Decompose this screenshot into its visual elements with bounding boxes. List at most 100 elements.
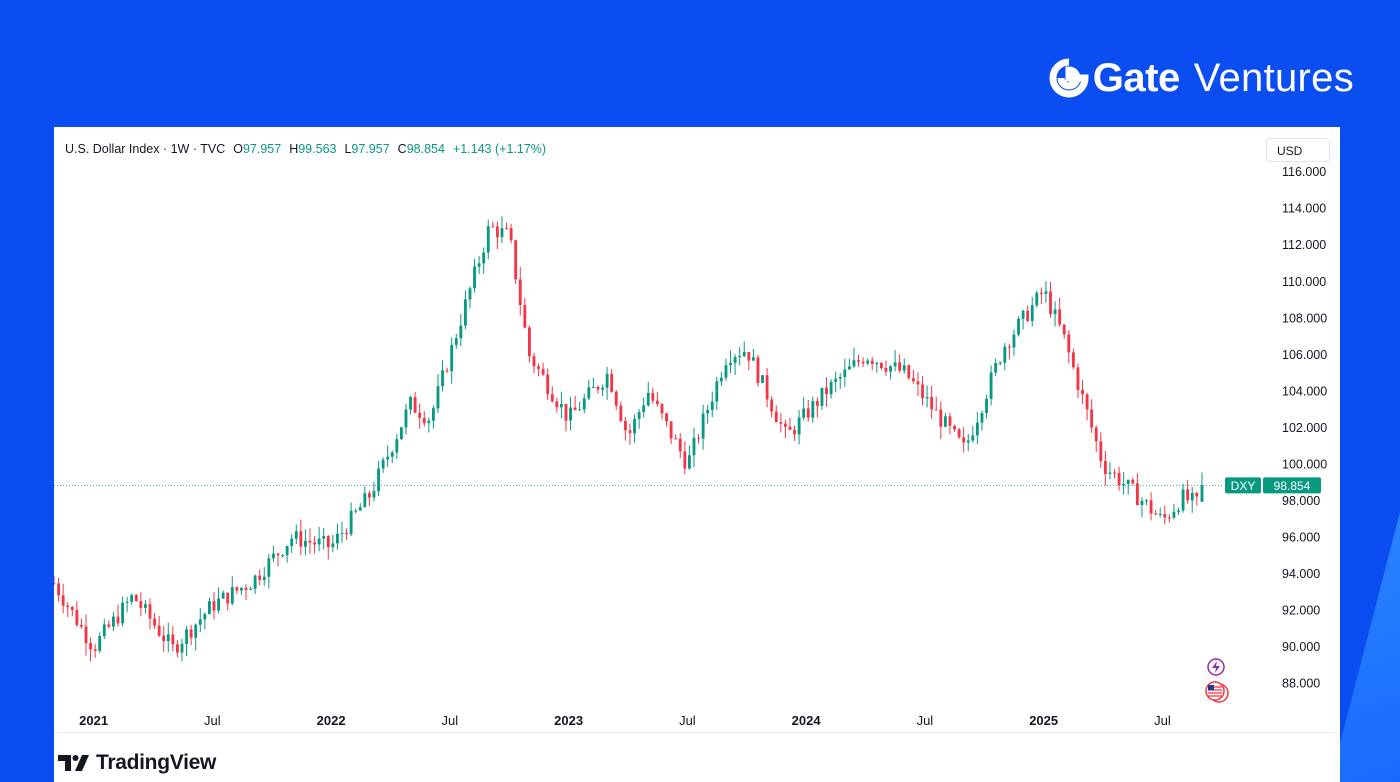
- candle-body: [966, 440, 970, 443]
- candle-body: [505, 228, 508, 230]
- candle-body: [514, 240, 518, 280]
- last-price-box: [1263, 477, 1321, 494]
- candle-body: [953, 425, 956, 430]
- candle-body: [1126, 479, 1130, 485]
- candle-body: [1085, 394, 1089, 410]
- candle-body: [948, 416, 952, 426]
- candle-body: [857, 360, 860, 362]
- candle-body: [1135, 483, 1139, 506]
- candle-body: [404, 409, 408, 428]
- candle-body: [249, 588, 252, 590]
- candle-body: [308, 540, 312, 543]
- candle-body: [345, 533, 348, 535]
- candle-body: [75, 609, 79, 625]
- candle-body: [276, 553, 280, 556]
- tradingview-icon: [58, 755, 89, 771]
- candle-body: [729, 362, 732, 366]
- candle-body: [413, 397, 417, 413]
- candle-body: [559, 404, 563, 408]
- candle-body: [706, 409, 710, 414]
- candle-body: [623, 420, 627, 431]
- candle-body: [779, 422, 783, 424]
- candle-body: [628, 430, 632, 434]
- legend-close-value: 98.854: [406, 142, 445, 156]
- x-tick-label: Jul: [1154, 713, 1171, 728]
- candle-body: [1195, 493, 1199, 497]
- candle-body: [363, 493, 367, 508]
- candle-body: [523, 304, 527, 328]
- candle-body: [847, 366, 851, 370]
- legend-high-label: H: [289, 142, 299, 156]
- candle-body: [934, 409, 938, 411]
- candle-body: [1163, 514, 1167, 518]
- currency-selector[interactable]: USD: [1266, 138, 1330, 162]
- candle-body: [1012, 334, 1016, 348]
- gate-ventures-logo: Gate Ventures: [1049, 52, 1354, 104]
- candle-body: [175, 644, 179, 653]
- candle-body: [1035, 292, 1039, 306]
- candle-body: [395, 439, 399, 453]
- y-tick-label: 98.000: [1282, 494, 1320, 508]
- candle-body: [427, 420, 431, 424]
- candle-body: [121, 602, 124, 624]
- candle-body: [957, 429, 961, 438]
- candle-body: [660, 403, 664, 414]
- candle-body: [468, 288, 472, 300]
- candle-body: [765, 375, 769, 400]
- candle-body: [701, 413, 705, 439]
- candle-body: [989, 372, 993, 399]
- candle-body: [596, 386, 600, 390]
- candle-body: [1094, 427, 1098, 442]
- candle-body: [962, 437, 966, 443]
- candle-body: [294, 531, 298, 539]
- candle-body: [527, 327, 531, 357]
- candle-body: [889, 366, 892, 372]
- candle-body: [148, 604, 152, 619]
- candle-body: [326, 536, 330, 548]
- candle-body: [212, 601, 216, 611]
- candle-body: [422, 417, 426, 424]
- candle-body: [162, 635, 166, 642]
- candle-body: [573, 407, 577, 411]
- candle-body: [1167, 517, 1171, 519]
- candle-body: [203, 614, 207, 620]
- candle-body: [710, 401, 714, 410]
- candle-body: [569, 407, 572, 421]
- candle-body: [1003, 346, 1007, 363]
- candle-body: [742, 351, 746, 357]
- footer-divider: [54, 732, 1340, 733]
- y-tick-label: 102.000: [1282, 421, 1327, 435]
- candle-body: [185, 629, 188, 644]
- candle-body: [1039, 292, 1043, 294]
- candle-body: [637, 412, 641, 419]
- candle-body: [80, 624, 83, 627]
- candle-body: [1149, 500, 1153, 514]
- candle-body: [751, 357, 755, 361]
- candle-body: [340, 533, 344, 535]
- candle-body: [587, 387, 591, 399]
- candle-body: [157, 625, 161, 636]
- candle-body: [349, 510, 353, 535]
- candle-body: [454, 338, 458, 345]
- brand-ventures-text: Ventures: [1193, 55, 1354, 100]
- candle-body: [509, 228, 513, 241]
- candle-body: [834, 378, 838, 382]
- candle-body: [971, 435, 975, 441]
- candle-body: [591, 386, 595, 388]
- candle-body: [820, 387, 824, 406]
- candle-body: [66, 605, 70, 608]
- candle-body: [733, 357, 737, 363]
- legend-symbol: U.S. Dollar Index · 1W · TVC: [65, 142, 226, 156]
- candle-body: [235, 587, 239, 591]
- candle-body: [354, 510, 358, 512]
- candle-body: [54, 583, 56, 585]
- candle-body: [783, 423, 787, 427]
- tradingview-text: TradingView: [96, 751, 217, 774]
- y-tick-label: 92.000: [1282, 604, 1320, 618]
- legend-high-value: 99.563: [298, 142, 337, 156]
- candle-body: [1017, 318, 1020, 335]
- candle-body: [1117, 472, 1121, 486]
- candle-body: [582, 398, 586, 410]
- candle-body: [875, 362, 879, 365]
- y-tick-label: 100.000: [1282, 457, 1327, 471]
